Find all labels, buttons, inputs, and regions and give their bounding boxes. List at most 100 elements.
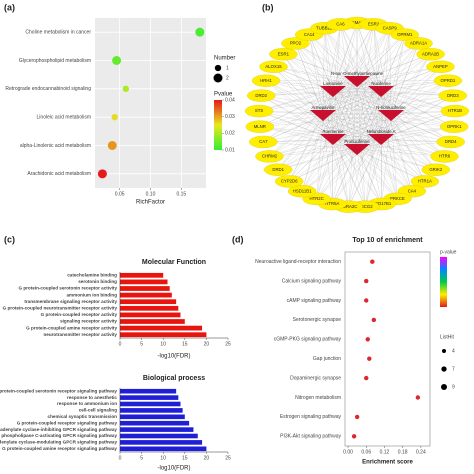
y-tick-label: transmembrane signaling receptor activit… xyxy=(24,299,117,304)
y-tick-label: phospholipase C-activating GPCR signalin… xyxy=(1,433,117,438)
x-axis-label: -log10(FDR) xyxy=(157,466,190,472)
y-tick-label: alpha-Linolenic acid metabolism xyxy=(20,143,91,149)
target-label: ANPEP xyxy=(433,64,448,69)
edge xyxy=(332,28,390,140)
y-tick-label: cGMP-PKG signaling pathway xyxy=(274,337,342,343)
target-node xyxy=(436,135,465,149)
target-label: SIGMAR1 xyxy=(347,20,367,25)
y-tick-label: Calcium signaling pathway xyxy=(282,278,342,284)
edge xyxy=(273,66,324,116)
edge xyxy=(332,90,436,170)
target-label: CA6 xyxy=(336,21,345,26)
edge xyxy=(381,114,392,205)
y-tick-label: G protein-coupled neurotransmitter recep… xyxy=(3,306,118,311)
edge xyxy=(266,80,324,116)
edge xyxy=(380,90,436,170)
compound-label: Nuciferine xyxy=(371,81,391,86)
edge xyxy=(380,138,436,170)
target-node xyxy=(433,74,463,87)
x-tick-label: 25 xyxy=(225,455,231,461)
size-legend-dot xyxy=(441,384,447,390)
compound-node xyxy=(344,144,370,155)
bar xyxy=(120,440,203,445)
target-node xyxy=(249,135,278,149)
edge xyxy=(332,28,390,92)
compound-label: Roemerine xyxy=(322,129,344,134)
edge xyxy=(322,114,451,143)
size-legend-title: Number xyxy=(214,56,235,62)
edge xyxy=(332,138,445,157)
edge xyxy=(332,66,441,92)
size-legend-title: ListHit xyxy=(440,334,455,340)
edge xyxy=(295,43,392,116)
compound-label: Nelumboside A xyxy=(367,129,396,134)
edge xyxy=(269,90,382,157)
edge xyxy=(332,90,366,207)
x-tick-label: 10 xyxy=(160,341,166,347)
edge xyxy=(295,43,358,82)
edge xyxy=(390,34,405,116)
bar xyxy=(120,305,179,311)
target-label: PPO2 xyxy=(290,41,302,46)
compound-label: N-nor-O-methylarmepavine xyxy=(331,71,384,76)
target-label: GRIK2 xyxy=(429,167,443,172)
compound-node xyxy=(344,76,370,87)
target-label: HTR1B xyxy=(448,108,462,113)
y-tick-label: catecholamine binding xyxy=(67,273,117,278)
panel-label: (c) xyxy=(4,234,15,244)
edge xyxy=(380,90,445,157)
size-legend-label: 2 xyxy=(226,75,229,81)
edge xyxy=(380,43,419,92)
edge xyxy=(283,54,392,116)
y-tick-label: Estrogen signaling pathway xyxy=(280,414,342,420)
edge xyxy=(365,139,382,207)
bar xyxy=(120,279,168,285)
edge xyxy=(390,54,431,116)
edge xyxy=(259,110,382,140)
colorbar xyxy=(214,100,222,150)
edge xyxy=(273,66,358,82)
edge xyxy=(348,114,392,207)
edge xyxy=(266,80,382,140)
edge xyxy=(278,114,324,170)
edge xyxy=(356,22,382,92)
edge xyxy=(332,138,366,207)
target-label: CA14 xyxy=(304,32,315,37)
edge xyxy=(356,54,431,150)
target-node xyxy=(410,175,439,188)
compound-label: Pronuciferine xyxy=(344,139,370,144)
edge xyxy=(322,114,349,207)
bar xyxy=(120,388,177,394)
panel-label: (a) xyxy=(4,2,15,12)
edge xyxy=(278,138,334,170)
target-label: ESR1 xyxy=(278,51,290,56)
edge xyxy=(365,114,392,207)
target-label: CASP9 xyxy=(383,25,398,30)
bar xyxy=(120,395,179,400)
edge xyxy=(322,24,341,116)
y-tick-label: Retrograde endocannabinoid signaling xyxy=(5,86,91,92)
edge xyxy=(380,90,451,143)
size-legend-label: 4 xyxy=(452,348,455,354)
edge xyxy=(322,54,431,116)
target-node xyxy=(440,104,470,118)
edge xyxy=(332,66,441,140)
y-tick-label: Arachidonic acid metabolism xyxy=(27,171,91,177)
bar xyxy=(120,286,170,291)
x-tick-label: 20 xyxy=(204,341,210,347)
edge xyxy=(322,43,419,116)
dot xyxy=(195,27,205,37)
edge xyxy=(302,114,392,192)
y-tick-label: G protein-coupled amine receptor activit… xyxy=(26,325,117,330)
colorbar-label: 0.03 xyxy=(225,114,235,120)
x-tick-label: 0 xyxy=(119,341,122,347)
edge xyxy=(324,28,334,91)
target-label: PRKCE xyxy=(390,196,405,201)
edge xyxy=(263,141,358,150)
bar xyxy=(120,325,203,331)
edge xyxy=(380,90,425,182)
edge xyxy=(316,90,334,199)
edge xyxy=(332,138,412,192)
y-tick-label: Serotonergic synapse xyxy=(293,317,342,323)
x-tick-label: 0.05 xyxy=(115,191,125,197)
